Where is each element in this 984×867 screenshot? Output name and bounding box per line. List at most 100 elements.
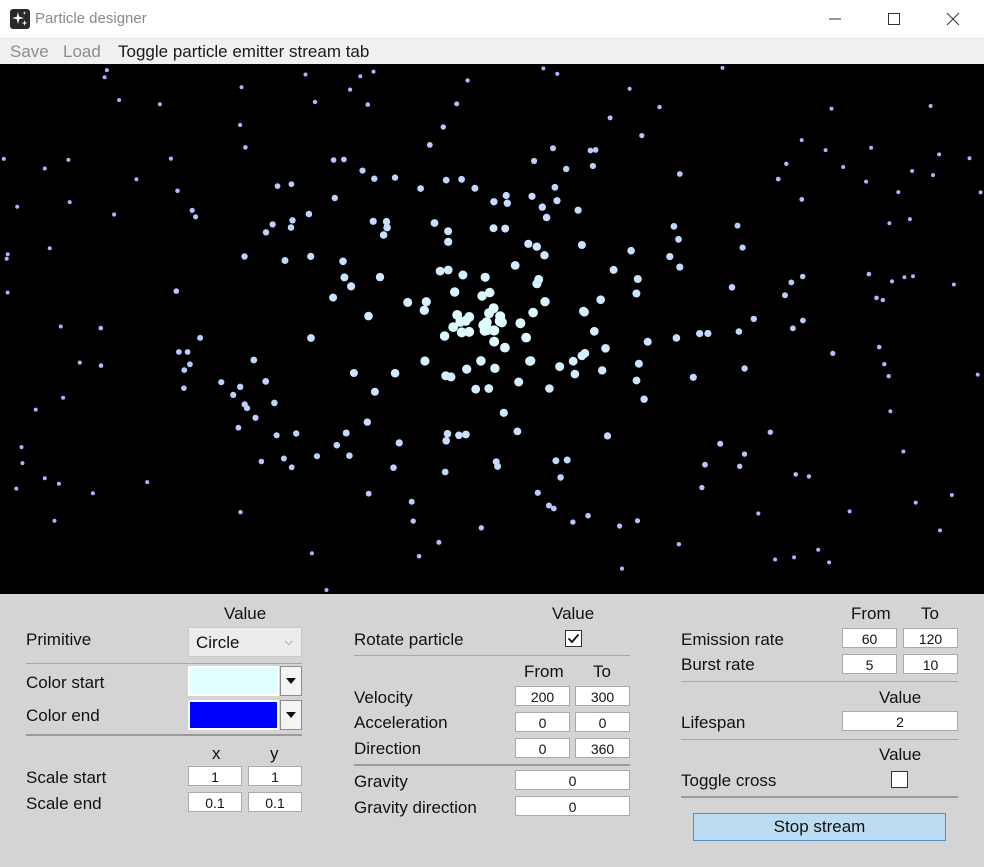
direction-from-input[interactable]: 0 — [515, 738, 570, 758]
particle — [888, 409, 893, 414]
velocity-to-input[interactable]: 300 — [575, 686, 630, 706]
emission-rate-to-input[interactable]: 120 — [903, 628, 958, 648]
color-start-label: Color start — [26, 673, 105, 692]
color-end-picker[interactable] — [188, 700, 302, 730]
particle — [557, 474, 564, 481]
chevron-down-icon: ⌵ — [284, 636, 293, 648]
burst-rate-from-input[interactable]: 5 — [842, 654, 897, 674]
particle — [931, 173, 935, 178]
burst-rate-to-input[interactable]: 10 — [903, 654, 958, 674]
x-header: x — [212, 744, 221, 763]
particle — [676, 171, 683, 177]
particle — [627, 246, 635, 255]
particle — [864, 179, 869, 184]
close-button[interactable] — [930, 0, 976, 38]
particle-canvas[interactable] — [0, 64, 984, 594]
middle-value-header: Value — [552, 604, 595, 623]
color-end-dropdown[interactable] — [280, 700, 302, 730]
particle — [643, 337, 652, 346]
emission-rate-from-input[interactable]: 60 — [842, 628, 897, 648]
particle — [441, 468, 449, 476]
particle — [237, 383, 244, 390]
particle — [90, 491, 95, 496]
particle — [371, 175, 378, 182]
rotate-particle-checkbox[interactable] — [565, 630, 582, 647]
particle — [364, 311, 373, 321]
particle — [489, 325, 500, 336]
particle — [464, 326, 475, 337]
scale-end-y-input[interactable]: 0.1 — [248, 792, 302, 812]
particle — [329, 293, 338, 302]
particle — [173, 288, 180, 294]
toggle-cross-checkbox[interactable] — [891, 771, 908, 788]
particle — [307, 334, 315, 342]
menu-toggle-stream-tab[interactable]: Toggle particle emitter stream tab — [118, 42, 370, 61]
particle — [452, 310, 463, 320]
particle — [830, 350, 836, 356]
particle — [435, 266, 445, 276]
particle — [570, 519, 576, 525]
velocity-from-input[interactable]: 200 — [515, 686, 570, 706]
menu-load[interactable]: Load — [63, 42, 101, 61]
particle — [489, 336, 500, 347]
particle — [570, 369, 580, 379]
particle — [550, 505, 557, 512]
minimize-button[interactable] — [812, 0, 858, 38]
particle — [477, 291, 487, 301]
particle — [541, 66, 546, 71]
particle — [416, 553, 422, 559]
particle — [14, 486, 19, 491]
particle — [587, 147, 594, 154]
color-start-swatch[interactable] — [188, 666, 279, 696]
particle — [430, 219, 439, 227]
scale-start-y-input[interactable]: 1 — [248, 766, 302, 786]
particle — [454, 101, 460, 107]
gravity-input[interactable]: 0 — [515, 770, 630, 790]
particle — [58, 324, 63, 329]
particle — [696, 330, 704, 338]
gravity-direction-input[interactable]: 0 — [515, 796, 630, 816]
particle — [841, 165, 846, 169]
particle — [450, 287, 460, 297]
particle — [823, 148, 828, 153]
particle — [341, 156, 347, 163]
particle — [104, 68, 109, 73]
particle — [596, 295, 605, 304]
primitive-select[interactable]: Circle ⌵ — [188, 627, 302, 657]
cross-value-header: Value — [879, 745, 922, 764]
menu-save[interactable]: Save — [10, 42, 49, 61]
scale-start-x-input[interactable]: 1 — [188, 766, 242, 786]
particle — [913, 500, 918, 505]
particle — [534, 489, 541, 496]
particle — [827, 560, 832, 565]
particle — [145, 480, 150, 485]
color-start-picker[interactable] — [188, 666, 302, 696]
particle — [307, 252, 315, 260]
particle — [799, 197, 805, 202]
particle — [478, 320, 489, 331]
toggle-cross-label: Toggle cross — [681, 771, 777, 790]
maximize-button[interactable] — [871, 0, 917, 38]
particle — [458, 175, 465, 183]
scale-end-x-input[interactable]: 0.1 — [188, 792, 242, 812]
particle — [666, 253, 674, 261]
acceleration-from-input[interactable]: 0 — [515, 712, 570, 732]
particle — [235, 424, 242, 431]
stop-stream-button[interactable]: Stop stream — [693, 813, 946, 841]
particle — [455, 431, 463, 440]
particle — [42, 476, 47, 481]
lifespan-input[interactable]: 2 — [842, 711, 958, 731]
particle — [440, 124, 446, 130]
particle — [699, 484, 705, 491]
particle — [585, 512, 591, 519]
particle — [184, 349, 191, 355]
particle — [639, 133, 645, 139]
direction-to-input[interactable]: 360 — [575, 738, 630, 758]
particle — [293, 430, 300, 437]
acceleration-to-input[interactable]: 0 — [575, 712, 630, 732]
particle — [499, 408, 508, 417]
particle — [271, 399, 278, 407]
color-end-swatch[interactable] — [188, 700, 279, 730]
color-start-dropdown[interactable] — [280, 666, 302, 696]
particle — [444, 237, 453, 246]
